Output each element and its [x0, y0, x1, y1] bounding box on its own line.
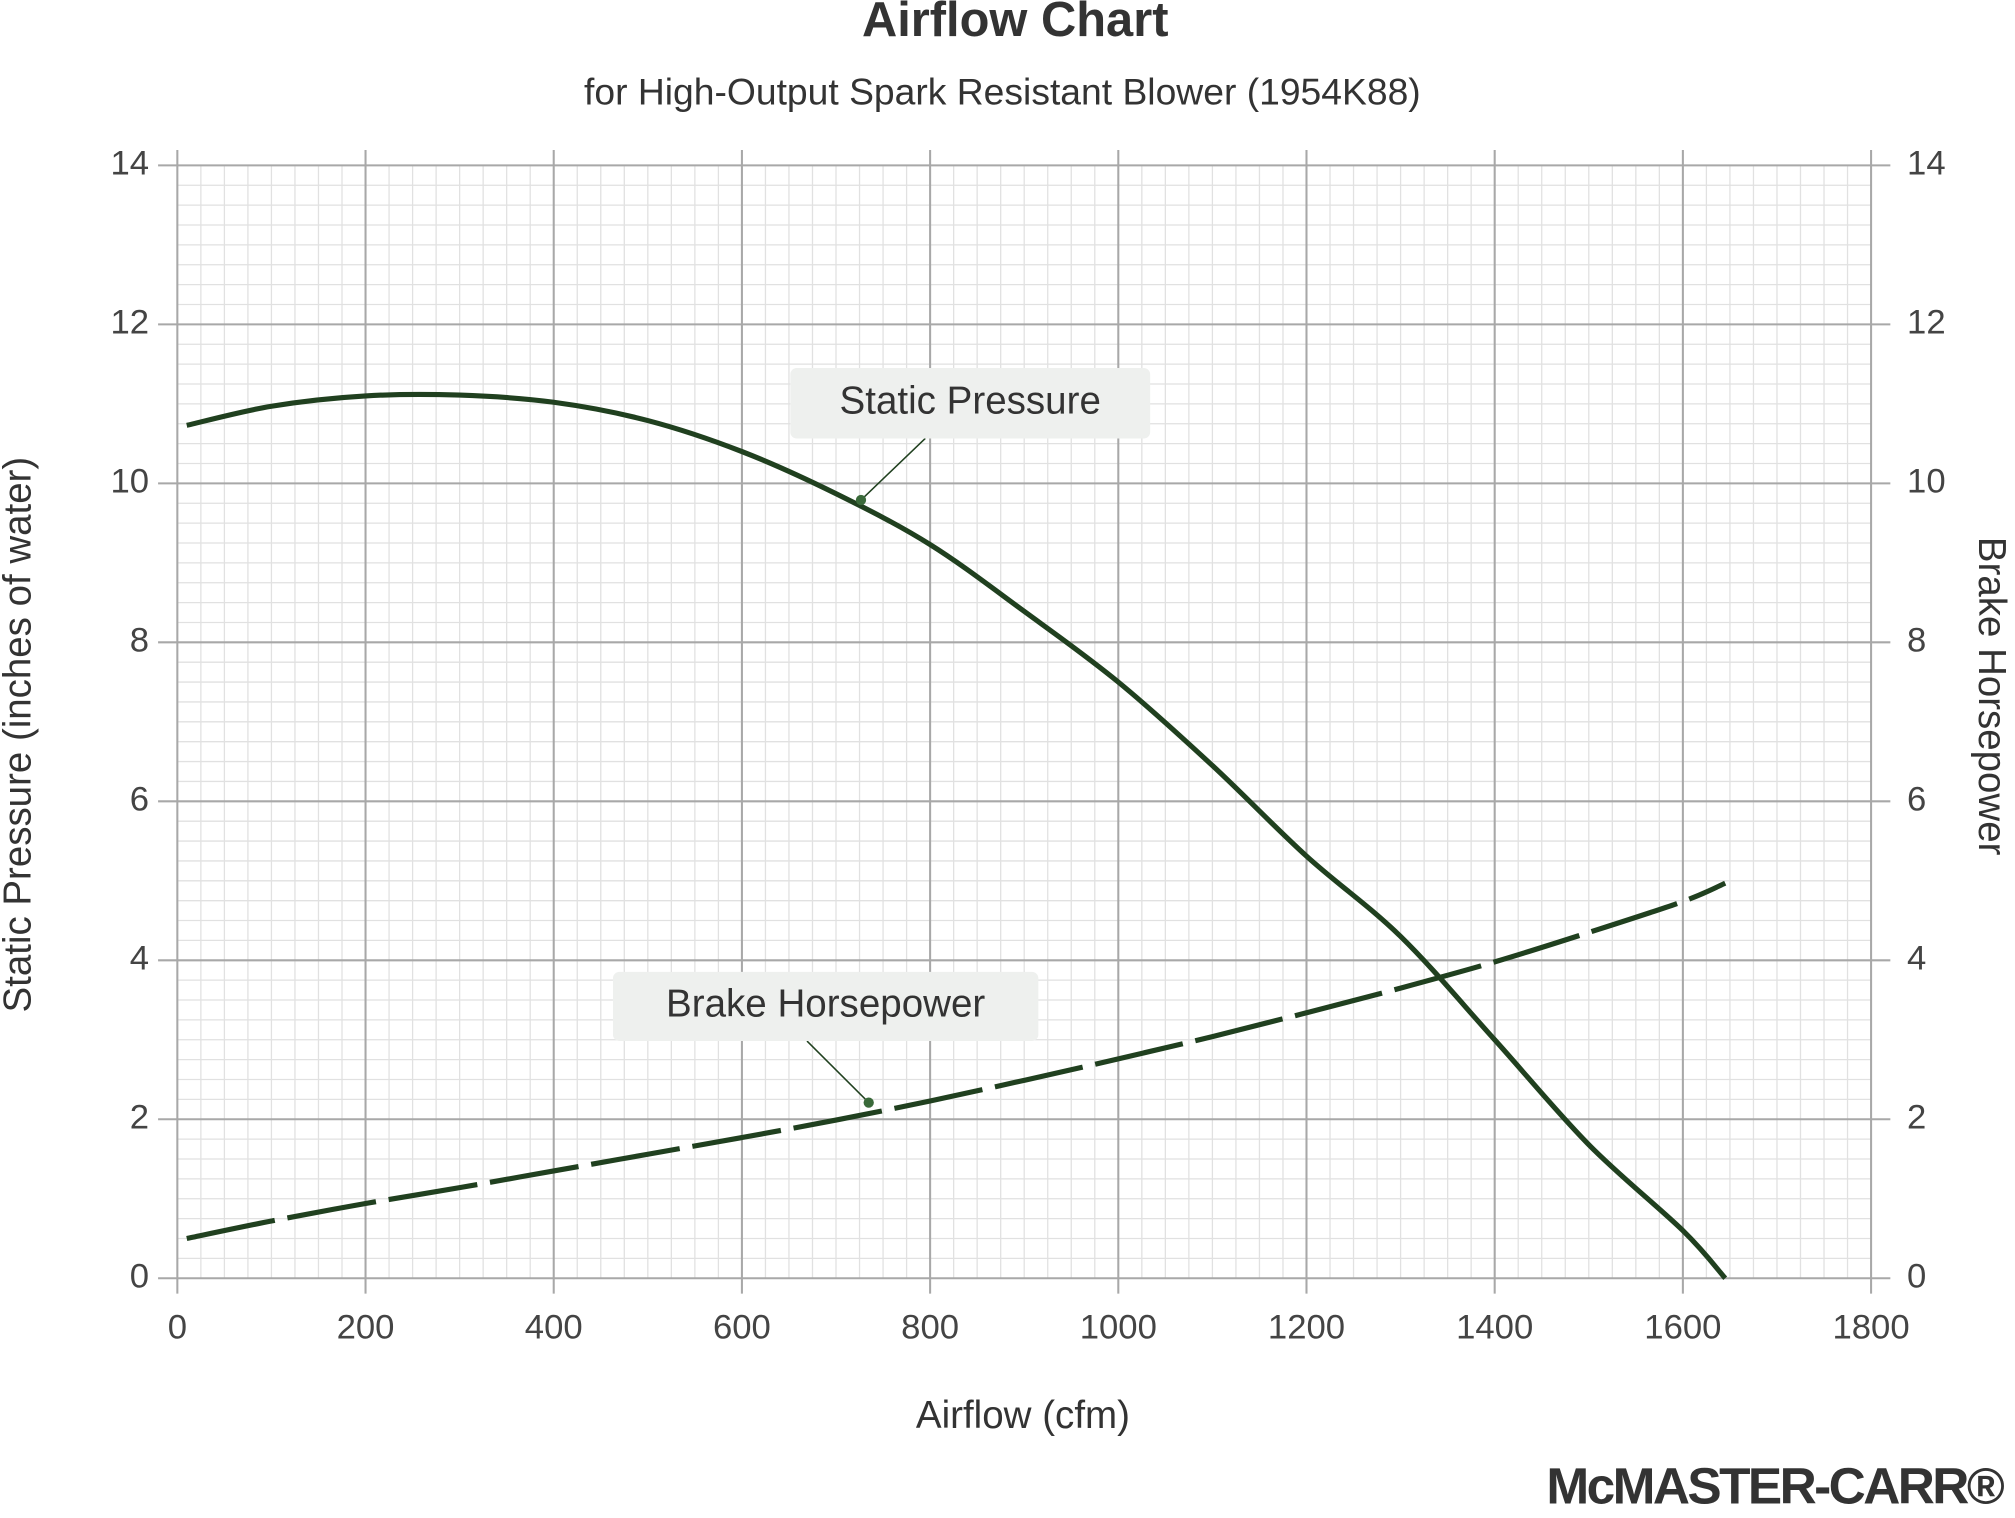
x-tick-label: 800: [901, 1309, 959, 1347]
series-line: [186, 391, 1728, 1280]
legend-label: Brake Horsepower: [666, 983, 985, 1026]
x-tick-label: 1800: [1832, 1309, 1909, 1347]
y2-tick-label: 8: [1907, 622, 1926, 660]
y2-tick-label: 2: [1907, 1098, 1926, 1136]
x-tick-label: 1600: [1644, 1309, 1721, 1347]
x-tick-label: 0: [168, 1309, 187, 1347]
callout-dot: [863, 1097, 874, 1108]
chart-title: Airflow Chart: [862, 0, 1169, 47]
callout-leader: [860, 437, 926, 501]
x-tick-label: 1400: [1456, 1309, 1533, 1347]
y2-tick-label: 6: [1907, 780, 1926, 818]
y2-tick-label: 14: [1907, 145, 1946, 183]
y2-tick-label: 12: [1907, 304, 1946, 342]
x-tick-label: 1000: [1080, 1309, 1157, 1347]
y2-tick-label: 4: [1907, 939, 1926, 977]
logo: McMASTER-CARR®: [1546, 1457, 2005, 1514]
y-tick-label: 14: [110, 145, 149, 183]
x-tick-label: 1200: [1268, 1309, 1345, 1347]
y-tick-label: 6: [130, 780, 149, 818]
y-tick-label: 4: [130, 939, 149, 977]
y-tick-label: 10: [110, 463, 149, 501]
x-tick-label: 200: [337, 1309, 395, 1347]
x-tick-label: 400: [525, 1309, 583, 1347]
legend-label: Static Pressure: [840, 379, 1101, 422]
y-tick-label: 12: [110, 304, 149, 342]
callout-dot: [855, 494, 867, 506]
callout-box: [612, 971, 1039, 1042]
y-tick-label: 0: [130, 1257, 149, 1295]
callout-box: [790, 367, 1151, 439]
y2-tick-label: 0: [1907, 1257, 1926, 1295]
x-tick-label: 600: [713, 1309, 771, 1347]
y-axis-label: Static Pressure (inches of water): [0, 457, 40, 1013]
y-tick-label: 2: [130, 1098, 149, 1136]
callout-leader: [806, 1040, 870, 1104]
y-tick-label: 8: [130, 622, 149, 660]
series-line: [186, 880, 1727, 1242]
y2-tick-label: 10: [1907, 463, 1946, 501]
y2-axis-label: Brake Horsepower: [1970, 537, 2013, 856]
x-axis-label: Airflow (cfm): [916, 1394, 1130, 1437]
chart-subtitle: for High-Output Spark Resistant Blower (…: [584, 71, 1421, 113]
